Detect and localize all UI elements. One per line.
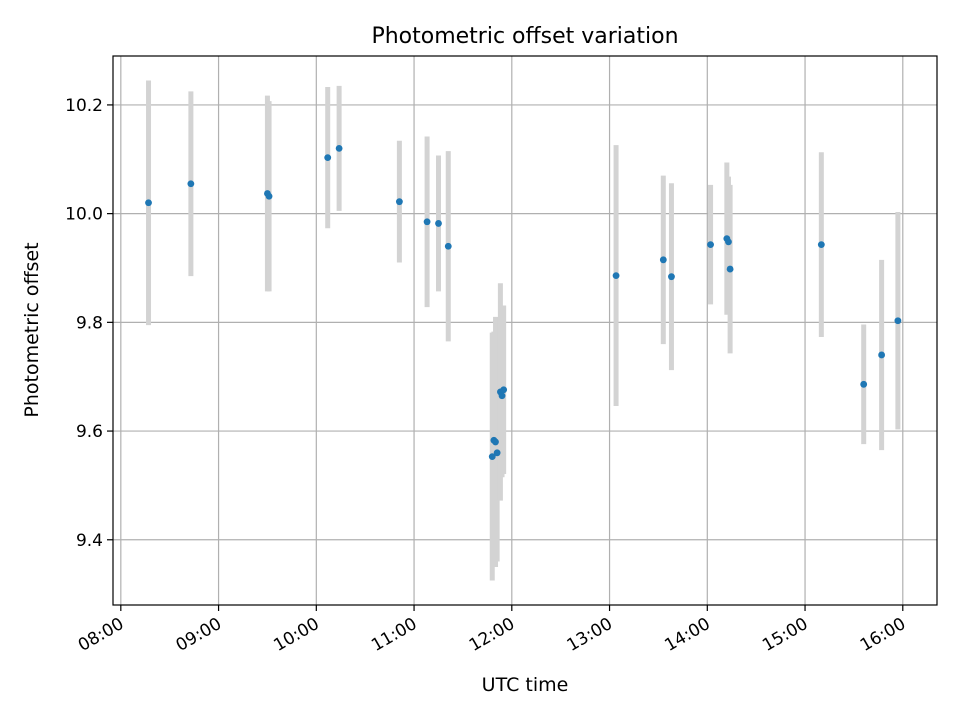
data-point [395,198,403,206]
y-tick-label: 9.8 [76,313,103,333]
y-tick-label: 9.4 [76,531,103,551]
data-point [335,145,343,152]
data-points [145,145,902,461]
data-point [435,220,442,227]
data-point [894,317,902,325]
data-point [659,256,667,264]
plot-frame [112,55,938,606]
data-point [860,380,868,388]
data-point [878,351,886,359]
data-point [324,154,332,162]
data-point [145,199,152,207]
data-point [444,242,452,250]
x-axis-label: UTC time [482,674,569,696]
data-point [492,438,499,446]
data-point [500,386,508,394]
data-point [612,272,620,279]
y-axis-ticks: 9.4 9.6 9.8 10.0 10.2 [65,96,113,551]
data-point [187,180,195,188]
data-point [725,238,732,246]
data-point [668,273,675,281]
data-point [265,192,273,200]
y-tick-label: 9.6 [76,422,103,442]
y-tick-label: 10.2 [65,96,103,116]
y-tick-label: 10.0 [65,205,103,225]
grid-lines [113,56,937,605]
data-point [498,392,506,400]
data-point [817,241,825,249]
chart-title: Photometric offset variation [371,24,678,49]
data-point [726,265,734,273]
y-axis-label: Photometric offset [21,242,43,417]
data-point [488,453,496,461]
data-point [423,218,431,226]
data-point [493,449,501,457]
data-point [707,241,714,249]
